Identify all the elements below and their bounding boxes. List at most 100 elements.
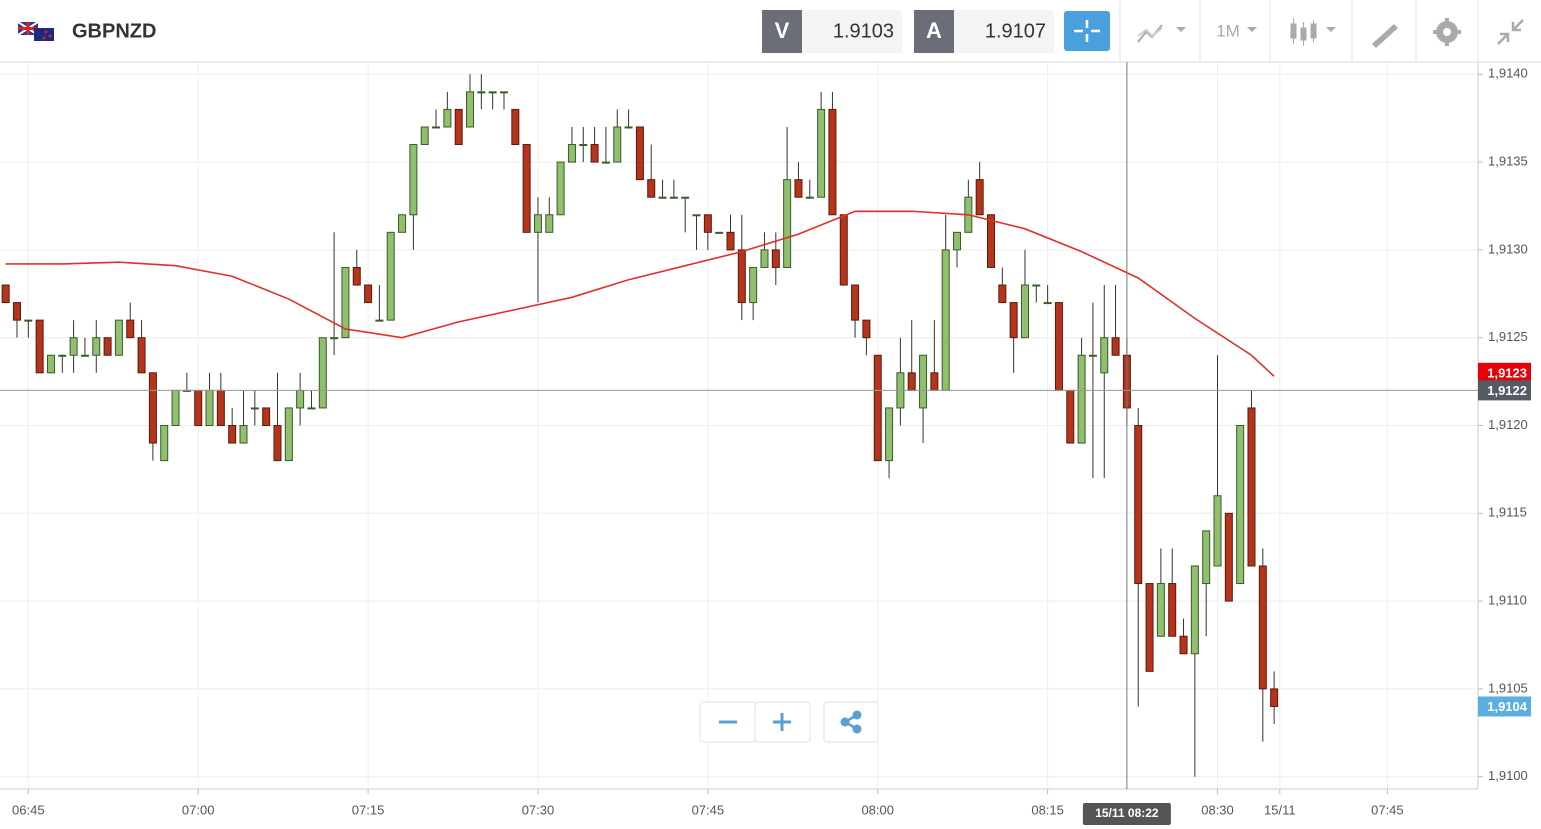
candle-body <box>783 179 792 268</box>
candle-body <box>1134 425 1143 585</box>
zoom-in-button[interactable] <box>754 701 811 743</box>
candle-body <box>454 108 463 146</box>
last-price-tag <box>1478 696 1531 717</box>
crosshair-button[interactable] <box>1064 11 1110 51</box>
bid-price: 1.9103 <box>833 20 894 42</box>
candle-body <box>375 319 384 322</box>
bid-box[interactable] <box>802 10 902 53</box>
x-tick-label: 07:30 <box>522 802 555 817</box>
y-tick-label: 1,9120 <box>1488 417 1528 432</box>
candle-body <box>160 425 169 462</box>
candle-body <box>715 231 724 234</box>
candle-body <box>703 214 712 233</box>
moving-average-line <box>5 210 1275 377</box>
candle-body <box>545 214 554 233</box>
candle-body <box>443 108 452 128</box>
candle-body <box>726 231 735 251</box>
x-tick-label: 06:45 <box>12 802 45 817</box>
candle-body <box>669 196 678 199</box>
candle-body <box>919 354 928 409</box>
candle-body <box>35 319 44 374</box>
candle-body <box>1156 583 1165 637</box>
x-tick-label: 07:45 <box>1371 802 1404 817</box>
candle-body <box>477 91 486 94</box>
candle-body <box>930 372 939 391</box>
ask-badge[interactable] <box>914 10 954 53</box>
toolbar-separators <box>1119 0 1479 62</box>
draw-tool-button[interactable] <box>1372 24 1398 48</box>
candle-body <box>1224 512 1233 602</box>
ask-label: A <box>926 18 942 43</box>
candle-body <box>262 407 271 426</box>
candle-body <box>1043 302 1052 305</box>
x-tick-label: 07:00 <box>182 802 215 817</box>
candle-body <box>794 179 803 198</box>
candle-body <box>1213 495 1222 567</box>
candle-body <box>364 284 373 304</box>
candle-body <box>613 126 622 163</box>
overlay: 15/11 08:22 1,9123 1,9122 1,9104 <box>0 62 1531 825</box>
candle-body <box>907 372 916 391</box>
candle-body <box>24 319 33 322</box>
candle-body <box>601 161 610 164</box>
crosshair-price-label: 1,9122 <box>1487 383 1527 398</box>
candle-body <box>1168 583 1177 637</box>
candle-body <box>432 126 441 129</box>
candle-body <box>409 144 418 216</box>
ma-price-label: 1,9123 <box>1487 365 1527 380</box>
candle-body <box>137 337 146 374</box>
share-button[interactable] <box>823 701 879 743</box>
candle-body <box>330 337 339 340</box>
x-tick-label: 08:30 <box>1201 802 1234 817</box>
collapse-button[interactable] <box>1497 19 1524 45</box>
candle-body <box>194 389 203 427</box>
candle-body <box>80 354 89 357</box>
candle-body <box>941 249 950 391</box>
timeframe-button[interactable]: 1M <box>1216 21 1240 40</box>
candle-body <box>398 214 407 233</box>
candle-body <box>635 126 644 181</box>
candle-body <box>12 302 21 321</box>
last-price-label: 1,9104 <box>1487 699 1528 714</box>
y-tick-label: 1,9100 <box>1488 768 1528 783</box>
ask-price: 1.9107 <box>985 20 1046 42</box>
candle-body <box>737 249 746 304</box>
symbol: GBPNZD <box>72 20 156 42</box>
candle-body <box>590 144 599 163</box>
candle-body <box>1247 407 1256 567</box>
candle-body <box>296 389 305 409</box>
candle-body <box>975 179 984 216</box>
candle-body <box>228 425 237 444</box>
candle-body <box>998 284 1007 304</box>
candle-body <box>624 126 633 129</box>
chart-type-button[interactable] <box>1290 18 1336 46</box>
candle-body <box>1145 583 1154 672</box>
candle-body <box>171 389 180 427</box>
candle-body <box>1009 302 1018 339</box>
indicators-button[interactable] <box>1137 24 1186 43</box>
timeframe-caret <box>1247 27 1257 32</box>
flag-icon <box>17 21 54 41</box>
candle-body <box>692 214 701 217</box>
candle-body <box>1088 354 1097 357</box>
ask-box[interactable] <box>954 10 1054 53</box>
candle-body <box>92 337 101 356</box>
crosshair-x-tag <box>1082 803 1171 825</box>
candle-body <box>658 196 667 199</box>
candle-body <box>828 108 837 216</box>
candle-body <box>771 249 780 268</box>
x-tick-label: 07:15 <box>352 802 385 817</box>
candle-body <box>386 231 395 321</box>
candle-body <box>69 337 78 356</box>
settings-button[interactable] <box>1433 18 1461 46</box>
candle-body <box>749 266 758 304</box>
candle-body <box>1100 337 1109 374</box>
bid-badge[interactable] <box>762 10 802 53</box>
crosshair-x-label: 15/11 08:22 <box>1095 806 1159 820</box>
candle-body <box>760 249 769 268</box>
y-tick-label: 1,9105 <box>1488 680 1528 695</box>
candle-body <box>885 407 894 462</box>
candle-body <box>1270 688 1279 707</box>
zoom-out-button[interactable] <box>699 701 756 743</box>
